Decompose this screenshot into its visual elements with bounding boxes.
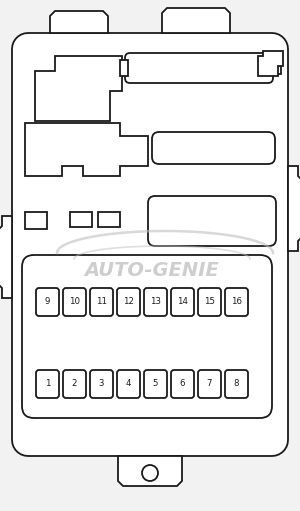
Text: 1: 1 bbox=[45, 380, 50, 388]
FancyBboxPatch shape bbox=[152, 132, 275, 164]
Polygon shape bbox=[35, 56, 122, 121]
Polygon shape bbox=[258, 51, 283, 76]
FancyBboxPatch shape bbox=[125, 53, 273, 83]
Text: 4: 4 bbox=[126, 380, 131, 388]
Text: 9: 9 bbox=[45, 297, 50, 307]
FancyBboxPatch shape bbox=[36, 370, 59, 398]
Polygon shape bbox=[12, 33, 288, 456]
FancyBboxPatch shape bbox=[90, 288, 113, 316]
Polygon shape bbox=[162, 8, 230, 33]
FancyBboxPatch shape bbox=[171, 370, 194, 398]
FancyBboxPatch shape bbox=[225, 370, 248, 398]
Bar bbox=[25, 212, 47, 229]
FancyBboxPatch shape bbox=[198, 288, 221, 316]
FancyBboxPatch shape bbox=[171, 288, 194, 316]
FancyBboxPatch shape bbox=[198, 370, 221, 398]
Bar bbox=[98, 212, 120, 227]
FancyBboxPatch shape bbox=[63, 288, 86, 316]
Text: 6: 6 bbox=[180, 380, 185, 388]
Text: AUTO-GENIE: AUTO-GENIE bbox=[85, 262, 219, 281]
Text: 2: 2 bbox=[72, 380, 77, 388]
FancyBboxPatch shape bbox=[144, 370, 167, 398]
Polygon shape bbox=[118, 456, 182, 486]
FancyBboxPatch shape bbox=[117, 288, 140, 316]
FancyBboxPatch shape bbox=[148, 196, 276, 246]
Polygon shape bbox=[25, 123, 148, 176]
Text: 15: 15 bbox=[204, 297, 215, 307]
Text: 7: 7 bbox=[207, 380, 212, 388]
FancyBboxPatch shape bbox=[144, 288, 167, 316]
Text: 16: 16 bbox=[231, 297, 242, 307]
Text: 5: 5 bbox=[153, 380, 158, 388]
Text: 10: 10 bbox=[69, 297, 80, 307]
FancyBboxPatch shape bbox=[22, 255, 272, 418]
FancyBboxPatch shape bbox=[36, 288, 59, 316]
Bar bbox=[70, 212, 92, 227]
FancyBboxPatch shape bbox=[117, 370, 140, 398]
Circle shape bbox=[142, 465, 158, 481]
Text: 13: 13 bbox=[150, 297, 161, 307]
Text: 3: 3 bbox=[99, 380, 104, 388]
FancyBboxPatch shape bbox=[63, 370, 86, 398]
Bar bbox=[273, 60, 281, 74]
Polygon shape bbox=[50, 11, 108, 33]
FancyBboxPatch shape bbox=[225, 288, 248, 316]
FancyBboxPatch shape bbox=[90, 370, 113, 398]
Text: 8: 8 bbox=[234, 380, 239, 388]
Text: 14: 14 bbox=[177, 297, 188, 307]
Text: 12: 12 bbox=[123, 297, 134, 307]
Polygon shape bbox=[288, 166, 300, 251]
Bar bbox=[120, 60, 128, 76]
Text: 11: 11 bbox=[96, 297, 107, 307]
Polygon shape bbox=[0, 216, 12, 298]
